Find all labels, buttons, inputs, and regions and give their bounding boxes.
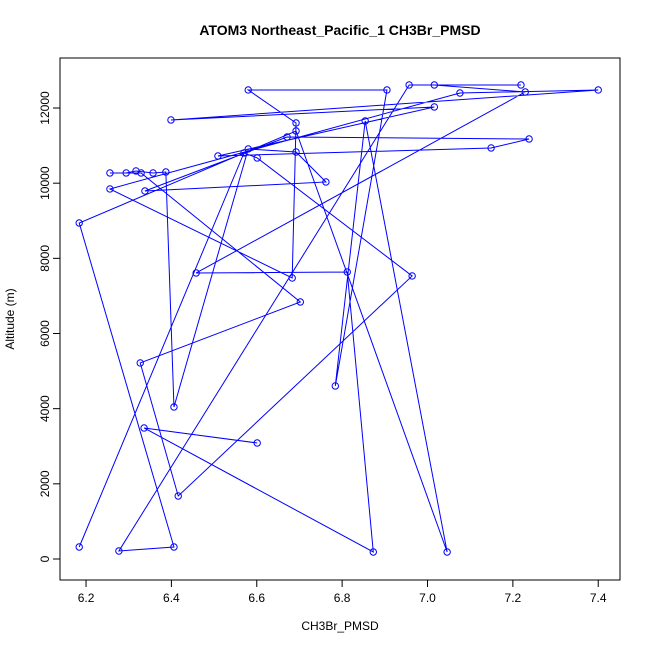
- data-point: [296, 298, 305, 306]
- data-point: [430, 103, 439, 111]
- data-point: [192, 269, 200, 277]
- y-tick-label: 0: [38, 555, 52, 562]
- data-point: [170, 403, 178, 411]
- data-point: [288, 274, 296, 282]
- data-point: [214, 152, 222, 160]
- data-point: [322, 178, 330, 186]
- plot-frame: [59, 57, 621, 581]
- data-point: [292, 127, 300, 135]
- data-point: [162, 168, 170, 176]
- x-axis-label: CH3Br_PMSD: [301, 619, 379, 633]
- data-point: [132, 167, 140, 175]
- data-point: [331, 382, 340, 390]
- data-point: [405, 81, 413, 89]
- data-point: [521, 88, 529, 96]
- data-point: [244, 145, 252, 153]
- data-point: [517, 81, 525, 89]
- y-tick-label: 4000: [38, 395, 52, 422]
- x-tick-label: 7.2: [505, 591, 522, 605]
- y-tick-label: 6000: [38, 320, 52, 347]
- data-point: [430, 81, 439, 89]
- data-point: [361, 117, 369, 125]
- y-axis-label: Altitude (m): [3, 288, 17, 349]
- data-point: [136, 359, 144, 367]
- data-point: [456, 89, 464, 97]
- data-point: [122, 169, 130, 177]
- data-point: [244, 86, 252, 94]
- y-tick-label: 8000: [38, 245, 52, 272]
- data-point: [240, 149, 248, 157]
- data-point: [487, 144, 495, 152]
- x-tick-label: 6.8: [334, 591, 351, 605]
- data-point: [106, 169, 114, 177]
- data-point: [253, 439, 261, 447]
- data-point: [75, 219, 83, 227]
- data-point: [369, 548, 377, 556]
- data-point: [292, 148, 300, 156]
- data-point: [167, 116, 175, 124]
- data-point: [283, 133, 291, 141]
- data-point: [115, 547, 123, 555]
- x-tick-label: 7.0: [419, 591, 436, 605]
- data-point: [383, 86, 391, 94]
- x-tick-label: 6.4: [163, 591, 180, 605]
- data-point: [137, 169, 145, 177]
- y-tick-label: 10000: [38, 166, 52, 200]
- chart-title: ATOM3 Northeast_Pacific_1 CH3Br_PMSD: [199, 22, 480, 38]
- data-point: [106, 185, 114, 193]
- x-tick-label: 6.2: [78, 591, 95, 605]
- data-point: [594, 86, 602, 94]
- data-point: [170, 543, 178, 551]
- data-point: [75, 543, 83, 551]
- data-line: [78, 84, 599, 553]
- data-point: [149, 169, 157, 177]
- data-point: [140, 424, 148, 432]
- data-point: [292, 119, 300, 127]
- data-point: [141, 187, 149, 195]
- data-point: [525, 135, 533, 143]
- data-point: [443, 548, 451, 556]
- data-point: [408, 272, 416, 280]
- data-point: [174, 492, 182, 500]
- y-tick-label: 12000: [38, 91, 52, 125]
- x-tick-label: 7.4: [590, 591, 607, 605]
- y-tick-label: 2000: [38, 470, 52, 497]
- data-point: [253, 154, 261, 162]
- data-point: [343, 268, 351, 276]
- x-tick-label: 6.6: [248, 591, 265, 605]
